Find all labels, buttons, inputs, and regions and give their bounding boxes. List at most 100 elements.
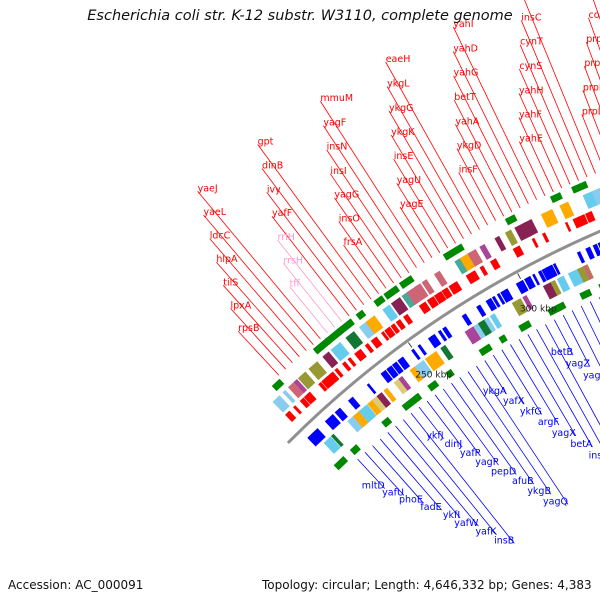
cog-feature-block: [477, 318, 494, 337]
gene-label-line: [403, 419, 497, 535]
gene-label: rrsH: [283, 255, 303, 266]
gene-label-line: [326, 149, 410, 274]
gene-label-line: [334, 197, 394, 284]
cog-feature-block: [540, 209, 559, 228]
forward-feature-block: [334, 367, 344, 378]
gene-label-line: [387, 432, 461, 519]
gene-label-line: [510, 344, 560, 426]
gene-label: insA: [589, 451, 600, 462]
gene-label: ykgD: [457, 140, 481, 151]
cog-feature-block: [371, 393, 390, 412]
gc-marker: [383, 285, 401, 300]
gene-label-line: [410, 413, 515, 544]
gc-marker: [333, 455, 349, 471]
gc-marker: [398, 275, 415, 289]
gene-label-line: [585, 41, 600, 81]
forward-feature-block: [390, 323, 401, 335]
gene-label: yahG: [454, 68, 479, 79]
gene-label: ykgK: [391, 127, 415, 138]
gene-label-line: [338, 221, 387, 289]
cog-feature-block: [401, 290, 419, 309]
cog-feature-block: [489, 313, 503, 329]
gene-label-line: [364, 452, 405, 496]
cog-feature-block: [433, 270, 448, 287]
gene-label: insO: [339, 213, 360, 224]
gene-label: yagU: [397, 175, 421, 186]
gene-label-line: [261, 168, 365, 305]
forward-feature-block: [512, 245, 525, 258]
reverse-feature-block: [386, 365, 399, 379]
gene-label: eaeH: [386, 54, 411, 65]
cog-feature-block: [358, 404, 377, 423]
forward-feature-block: [451, 281, 463, 293]
gene-label: mltD: [362, 481, 385, 492]
gene-label-line: [222, 285, 293, 364]
reverse-feature-block: [576, 251, 586, 264]
gene-label: yafP: [460, 448, 481, 459]
cog-feature-block: [432, 351, 445, 366]
reverse-feature-block: [541, 267, 553, 281]
gene-label-line: [323, 125, 417, 268]
gene-label-line: [453, 75, 521, 209]
gene-label: rpsB: [238, 323, 259, 334]
cog-feature-block: [345, 331, 364, 350]
forward-feature-block: [303, 392, 316, 405]
gene-label: yafW: [454, 518, 479, 529]
feature-rings-layer: [271, 180, 600, 471]
gc-marker: [518, 320, 532, 333]
forward-feature-block: [299, 397, 311, 409]
gene-label: lpxA: [231, 300, 252, 311]
cog-feature-block: [376, 392, 392, 408]
cog-feature-block: [559, 201, 575, 220]
reverse-feature-block: [431, 333, 442, 347]
gene-label-line: [588, 17, 600, 52]
gene-label: prpB: [583, 82, 600, 93]
genome-backbone: [286, 229, 600, 444]
forward-feature-block: [584, 211, 594, 224]
forward-feature-block: [342, 361, 352, 372]
forward-feature-block: [472, 270, 480, 281]
forward-feature-block: [324, 373, 338, 387]
gene-label: mmuM: [320, 93, 353, 104]
gene-label: cynS: [519, 61, 542, 72]
gene-label: betT: [454, 92, 476, 103]
cog-feature-block: [484, 317, 496, 333]
forward-feature-block: [541, 232, 550, 243]
gene-label: yahD: [453, 43, 478, 54]
cog-feature-block: [550, 280, 562, 296]
gene-label: ykfG: [520, 406, 542, 417]
reverse-feature-block: [347, 396, 361, 410]
gc-marker: [549, 192, 563, 204]
gc-marker: [555, 301, 567, 312]
map-title: Escherichia coli str. K-12 substr. W3110…: [87, 8, 513, 24]
forward-feature-block: [479, 265, 489, 277]
gene-label: gpt: [258, 136, 274, 147]
gene-label: frsA: [344, 237, 363, 248]
gene-label-line: [386, 86, 472, 235]
gene-label: prpD: [582, 106, 600, 117]
cog-feature-block: [522, 294, 534, 311]
gene-label: afuB: [512, 476, 534, 487]
gene-label-line: [237, 330, 280, 376]
gene-label-line: [536, 329, 600, 444]
gene-label-line: [418, 406, 444, 439]
genome-summary-text: Topology: circular; Length: 4,646,332 bp…: [262, 578, 592, 592]
gene-label-line: [393, 158, 449, 249]
gene-label: pepD: [491, 466, 516, 477]
scale-tick: [517, 273, 522, 280]
forward-feature-block: [418, 301, 431, 315]
cog-feature-block: [330, 433, 344, 448]
cog-feature-block: [454, 258, 468, 275]
gene-label: ykgA: [483, 386, 507, 397]
gene-label: tilS: [223, 277, 238, 288]
gene-label: yahA: [455, 116, 479, 127]
forward-feature-block: [318, 381, 328, 392]
gene-label-line: [271, 215, 350, 317]
gene-label-line: [357, 458, 386, 489]
gene-label-line: [589, 301, 600, 323]
cog-feature-block: [511, 298, 528, 317]
reverse-feature-block: [585, 246, 595, 260]
cog-feature-block: [382, 304, 399, 322]
gene-label-line: [452, 26, 538, 200]
